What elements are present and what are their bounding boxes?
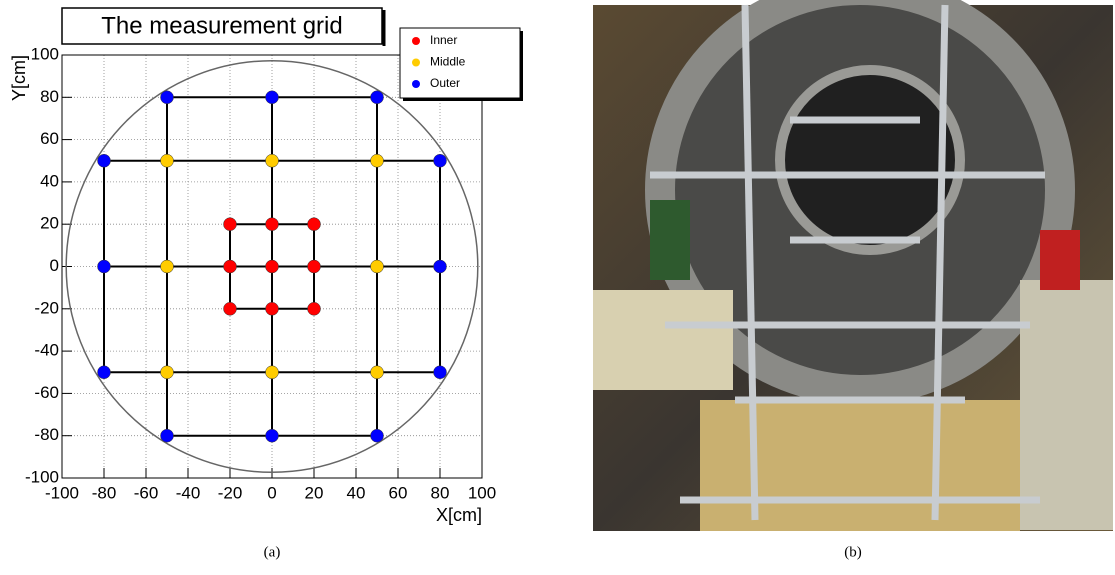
photo-block (593, 290, 733, 390)
x-tick-label: -40 (176, 483, 201, 502)
legend-label: Inner (430, 33, 457, 47)
point (433, 259, 447, 274)
photo-frame (650, 4, 1045, 521)
x-tick-label: -100 (45, 483, 79, 502)
legend-marker (412, 58, 420, 67)
point (223, 217, 237, 231)
x-tick-label: -80 (92, 483, 117, 502)
point (97, 365, 111, 379)
point (307, 217, 321, 231)
x-tick-label: 20 (305, 483, 324, 502)
point (160, 154, 174, 168)
legend-marker (412, 37, 420, 45)
x-axis-label: X[cm] (436, 505, 482, 525)
legend-box (399, 27, 521, 99)
point (265, 259, 279, 274)
point (265, 154, 279, 168)
point (97, 259, 111, 274)
legend-label: Middle (430, 55, 466, 69)
point (265, 428, 279, 443)
point (265, 90, 279, 105)
point (307, 259, 321, 274)
point (160, 428, 174, 443)
point (223, 302, 237, 316)
point (160, 259, 174, 274)
y-tick-label: 100 (31, 44, 59, 63)
x-tick-label: 0 (267, 483, 276, 502)
point (265, 365, 279, 379)
y-tick-label: 80 (40, 87, 59, 106)
y-tick-label: 20 (40, 214, 59, 233)
point (370, 259, 384, 274)
photo (593, 0, 1113, 531)
point (433, 154, 447, 168)
x-tick-label: 100 (468, 483, 496, 502)
y-tick-label: -100 (25, 467, 59, 486)
y-tick-label: -60 (34, 383, 59, 402)
title-box (61, 7, 383, 45)
legend-marker (412, 80, 420, 88)
point (223, 259, 237, 274)
point (370, 365, 384, 379)
boundary-circle (65, 59, 479, 474)
x-tick-label: -20 (218, 483, 243, 502)
x-tick-label: 80 (431, 483, 450, 502)
photo-block (1020, 280, 1113, 530)
y-tick-label: -40 (34, 341, 59, 360)
point (97, 154, 111, 168)
y-axis-label: Y[cm] (9, 55, 29, 101)
point (307, 302, 321, 316)
chart: -100 -80 -60 -40 -20 0 20 40 60 80 100 -100 -80 -60 -4… (9, 7, 523, 525)
point (433, 365, 447, 379)
photo-stand (1040, 230, 1080, 290)
y-tick-label: 40 (40, 171, 59, 190)
point (370, 90, 384, 105)
point (370, 428, 384, 443)
x-tick-label: 60 (389, 483, 408, 502)
point (160, 365, 174, 379)
y-tick-label: 60 (40, 129, 59, 148)
point (265, 217, 279, 231)
chart-title: The measurement grid (101, 12, 342, 39)
caption: (b) (844, 544, 862, 560)
y-tick-label: -20 (34, 298, 59, 317)
photo-stand (650, 200, 690, 280)
x-tick-label: -60 (134, 483, 159, 502)
point (370, 154, 384, 168)
photo-bore (775, 65, 965, 255)
point (160, 90, 174, 105)
legend-label: Outer (430, 76, 460, 90)
plot-frame (61, 54, 483, 479)
point (265, 302, 279, 316)
x-tick-label: 40 (347, 483, 366, 502)
y-tick-label: -80 (34, 425, 59, 444)
caption: (a) (264, 544, 281, 560)
y-tick-label: 0 (50, 256, 59, 275)
photo-floor (700, 400, 1020, 531)
